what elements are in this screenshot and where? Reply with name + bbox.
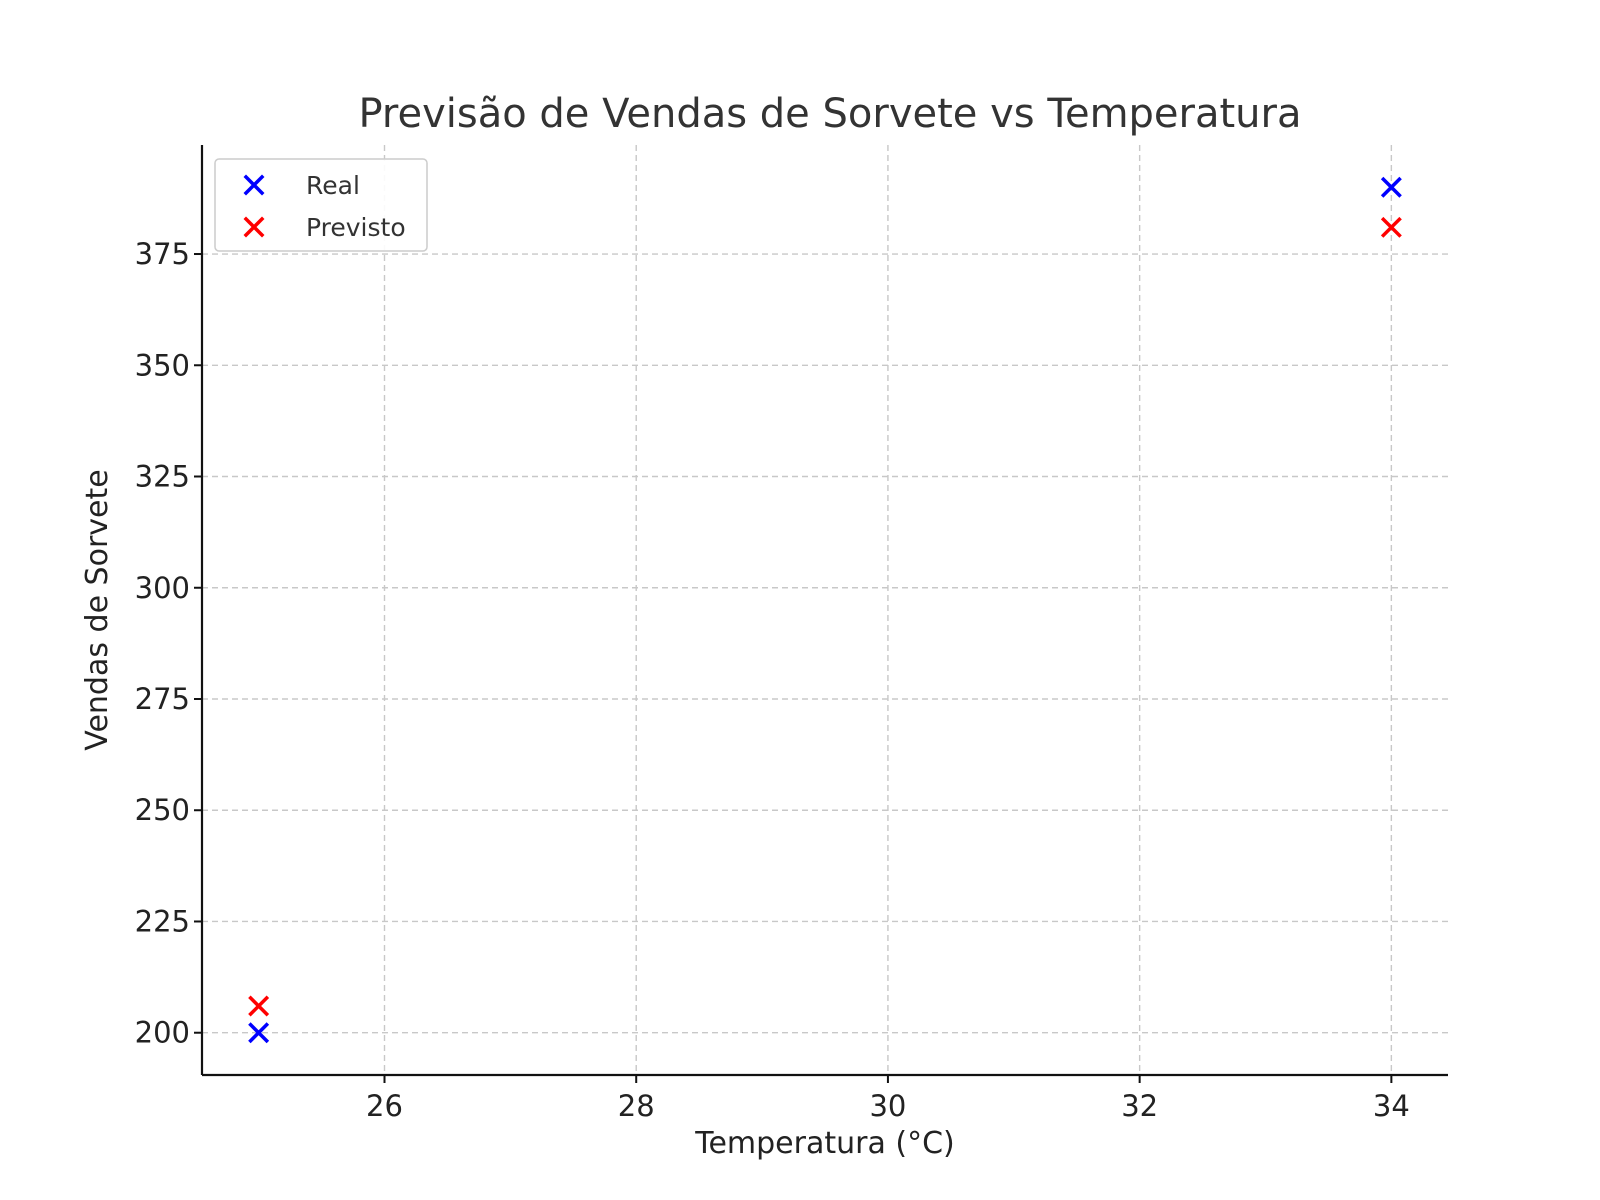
data-point-previsto [1380,216,1402,238]
y-tick-label: 225 [135,904,190,938]
legend-box [214,158,428,252]
data-point-previsto [248,995,270,1017]
y-tick-label: 275 [135,682,190,716]
x-tick-label: 34 [1373,1089,1410,1123]
x-tick-label: 32 [1121,1089,1158,1123]
x-tick-label: 30 [869,1089,906,1123]
x-tick-label: 28 [618,1089,655,1123]
data-point-real [1380,176,1402,198]
y-axis-label: Vendas de Sorvete [80,469,115,750]
legend: Real Previsto [214,158,428,252]
legend-marker-previsto [243,216,265,238]
y-tick-label: 325 [135,460,190,494]
y-tick-label: 200 [135,1016,190,1050]
y-tick-label: 250 [135,793,190,827]
y-tick-label: 350 [135,348,190,382]
points-layer [248,176,1402,1044]
legend-marker-real [243,174,265,196]
chart-title: Previsão de Vendas de Sorvete vs Tempera… [358,91,1301,137]
x-axis-label: Temperatura (°C) [694,1126,955,1161]
y-tick-label: 300 [135,571,190,605]
legend-label-previsto: Previsto [306,213,406,242]
ticks-layer: 26 28 30 32 34 200 225 250 275 300 325 350 375 [135,237,1410,1123]
x-tick-label: 26 [366,1089,403,1123]
legend-label-real: Real [306,171,360,200]
data-point-real [248,1022,270,1044]
legend-items: Real Previsto [243,171,406,242]
grid-layer [202,145,1448,1075]
y-tick-label: 375 [135,237,190,271]
